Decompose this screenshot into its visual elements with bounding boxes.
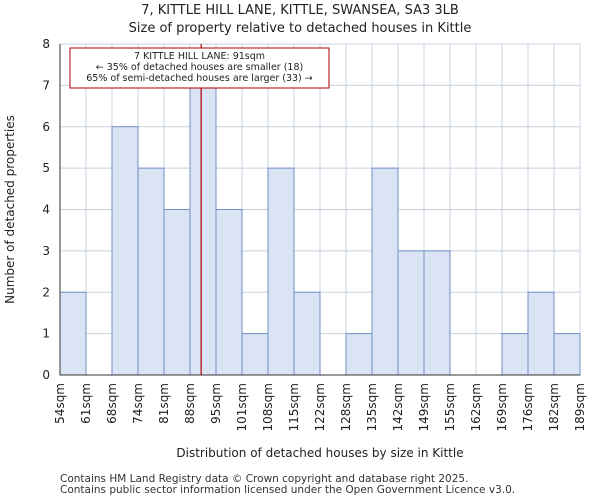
bar	[397, 250, 425, 376]
x-tick-label: 189sqm	[573, 383, 587, 431]
chart-title: 7, KITTLE HILL LANE, KITTLE, SWANSEA, SA…	[141, 3, 459, 18]
bar	[345, 333, 373, 376]
bar	[163, 209, 191, 376]
x-tick-label: 182sqm	[547, 383, 561, 431]
x-tick-label: 88sqm	[183, 383, 197, 424]
x-tick-label: 155sqm	[443, 383, 457, 431]
bar	[423, 250, 451, 376]
bar	[111, 126, 139, 376]
x-tick-label: 128sqm	[339, 383, 353, 431]
y-tick-label: 7	[42, 78, 50, 92]
chart-subtitle: Size of property relative to detached ho…	[128, 21, 472, 36]
x-tick-label: 169sqm	[495, 383, 509, 431]
x-tick-label: 101sqm	[235, 383, 249, 431]
x-axis-title: Distribution of detached houses by size …	[176, 446, 463, 460]
x-tick-label: 68sqm	[105, 383, 119, 424]
bar	[137, 167, 165, 376]
bar	[553, 333, 581, 376]
annotation-box	[69, 47, 330, 89]
y-tick-label: 4	[42, 203, 50, 217]
bar	[501, 333, 529, 376]
x-tick-label: 108sqm	[261, 383, 275, 431]
x-tick-label: 115sqm	[287, 383, 301, 431]
y-tick-label: 5	[42, 161, 50, 175]
y-tick-label: 6	[42, 120, 50, 134]
annotation-line: 7 KITTLE HILL LANE: 91sqm	[134, 51, 265, 62]
bar	[267, 167, 295, 376]
bar-chart: 0 1 2 3 4 5 6 7 8 54sqm 61sqm 68sqm 74sqm 81sqm 88sqm 9…	[3, 37, 587, 460]
bar	[189, 84, 217, 376]
x-tick-label: 176sqm	[521, 383, 535, 431]
x-tick-label: 74sqm	[131, 383, 145, 424]
annotation-line: 65% of semi-detached houses are larger (…	[86, 73, 313, 84]
bar	[241, 333, 269, 376]
y-tick-label: 2	[42, 285, 50, 299]
footer-line-1: Contains HM Land Registry data © Crown c…	[60, 473, 469, 485]
x-tick-label: 95sqm	[209, 383, 223, 424]
x-tick-label: 142sqm	[391, 383, 405, 431]
y-tick-label: 0	[42, 368, 50, 382]
bar	[527, 291, 555, 376]
x-tick-label: 122sqm	[313, 383, 327, 431]
bar	[59, 291, 87, 376]
bar	[371, 167, 399, 376]
y-axis-title: Number of detached properties	[3, 115, 17, 304]
x-tick-label: 61sqm	[79, 383, 93, 424]
y-tick-label: 8	[42, 37, 50, 51]
x-tick-label: 162sqm	[469, 383, 483, 431]
footer-line-2: Contains public sector information licen…	[60, 484, 516, 496]
x-tick-label: 135sqm	[365, 383, 379, 431]
y-tick-label: 1	[42, 327, 50, 341]
x-tick-label: 149sqm	[417, 383, 431, 431]
bar	[293, 291, 321, 376]
x-tick-label: 54sqm	[53, 383, 67, 424]
x-tick-label: 81sqm	[157, 383, 171, 424]
annotation-line: ← 35% of detached houses are smaller (18…	[96, 62, 303, 73]
y-tick-label: 3	[42, 244, 50, 258]
bar	[215, 209, 243, 376]
